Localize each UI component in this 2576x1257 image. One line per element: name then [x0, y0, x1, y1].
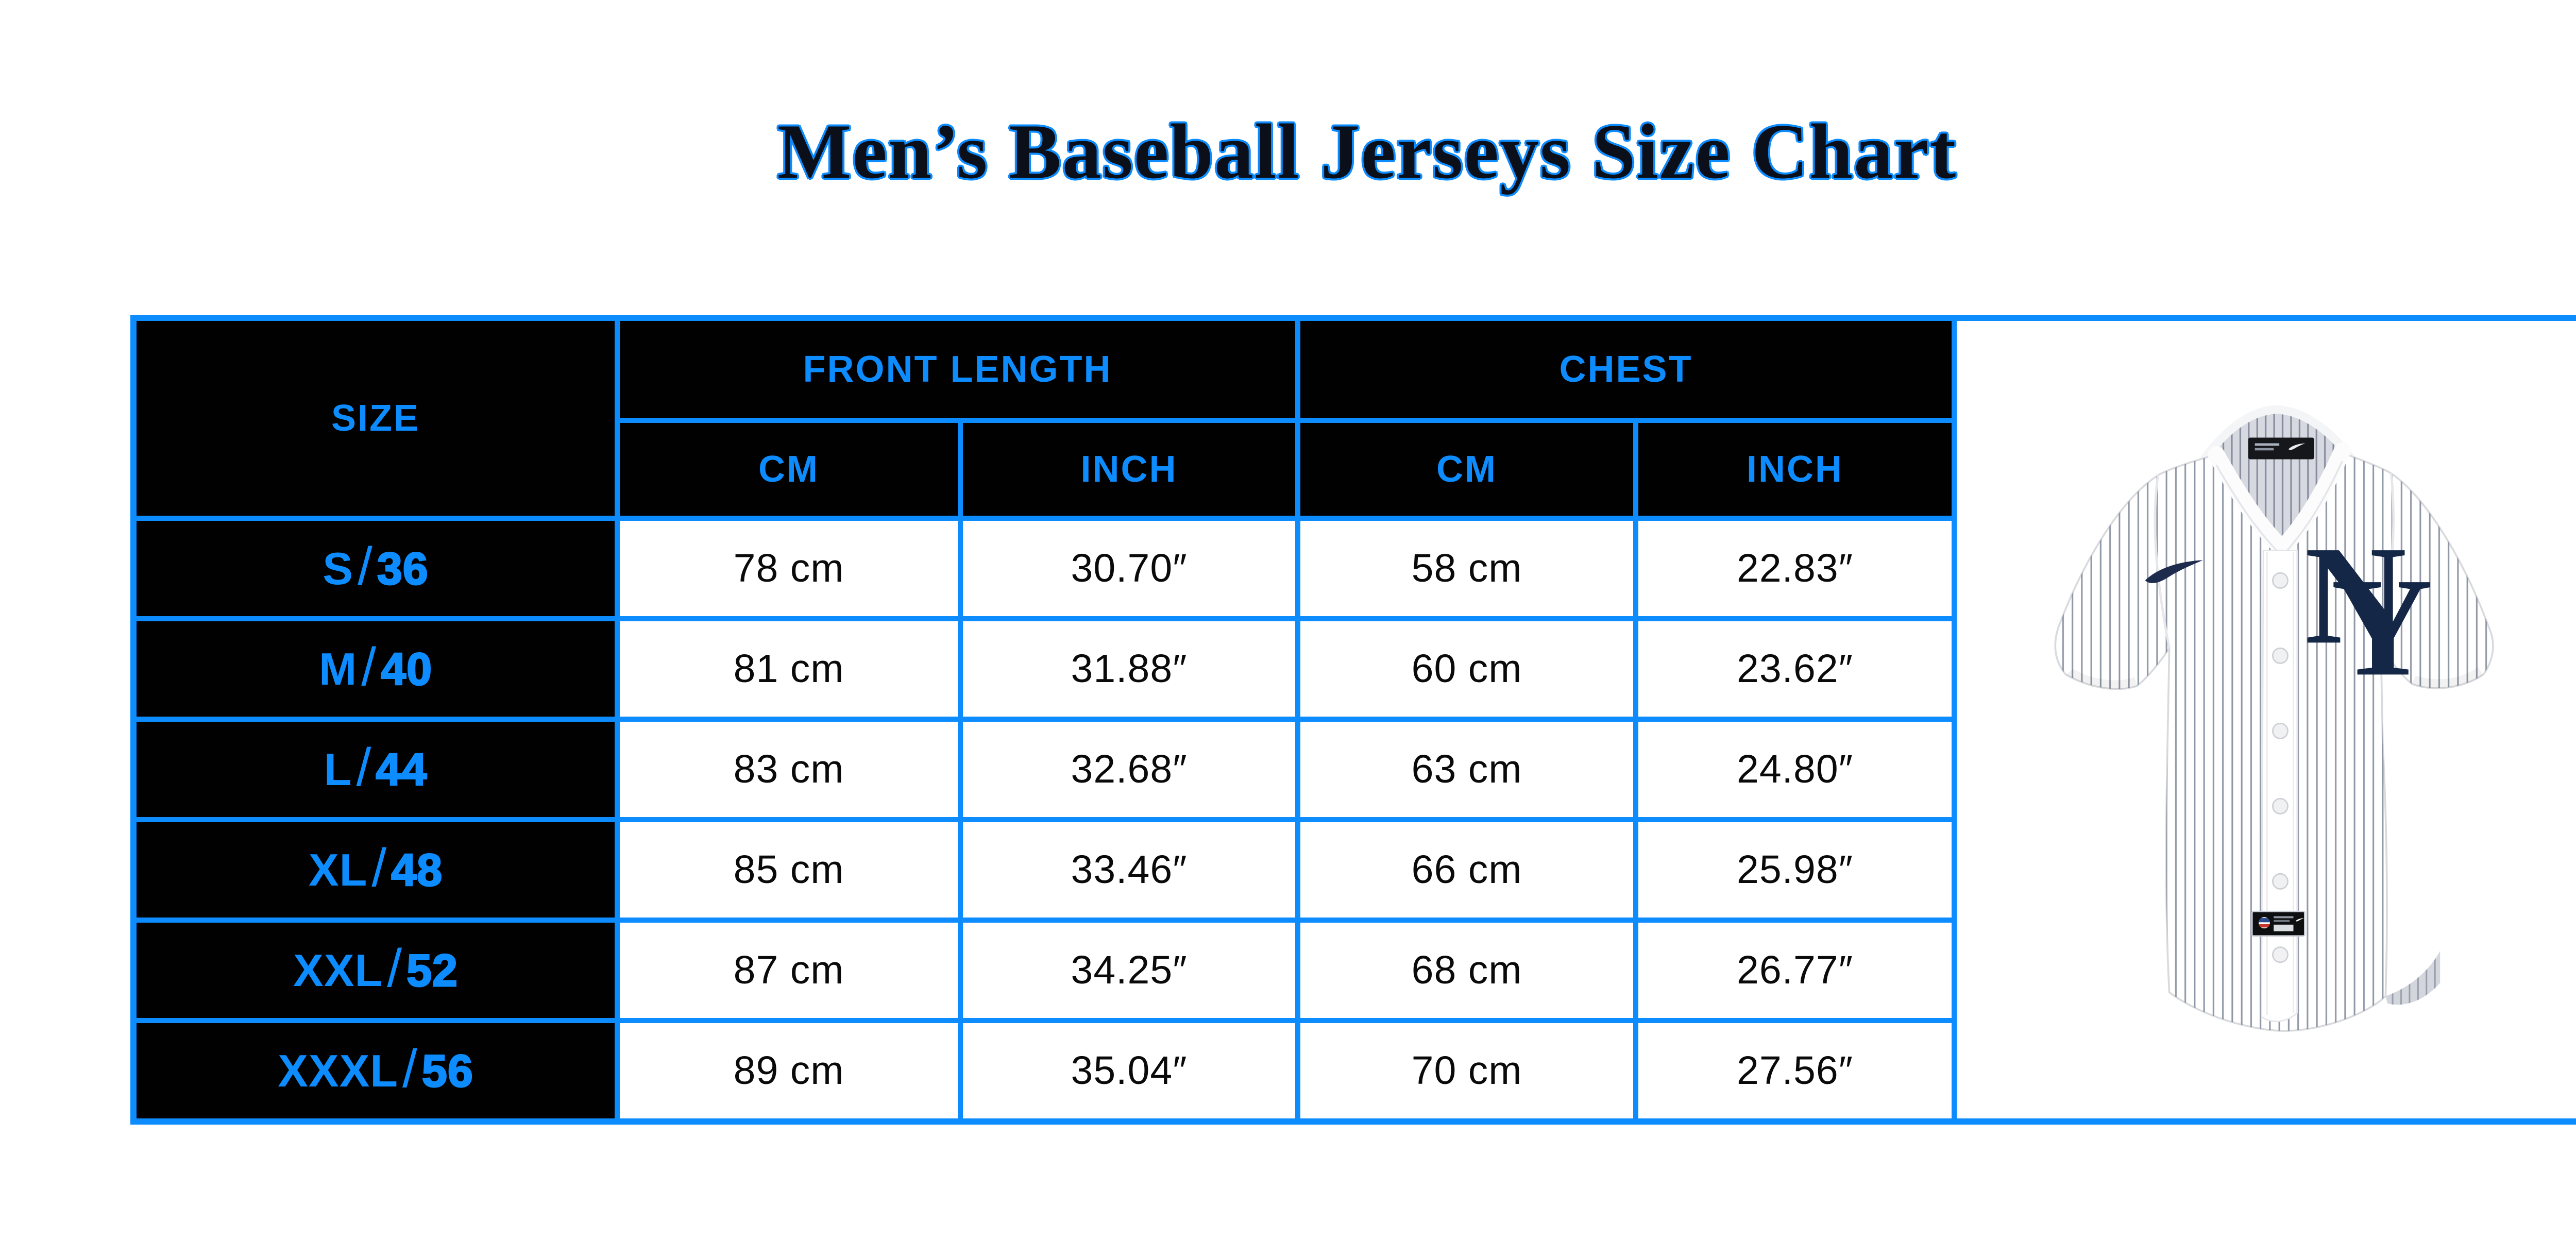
- column-header-chest-cm: CM: [1300, 423, 1633, 516]
- unit-header-label: INCH: [1747, 449, 1843, 490]
- table-cell: 78 cm: [620, 521, 958, 616]
- table-cell: 30.70″: [963, 521, 1295, 616]
- neck-label-text-line: [2255, 448, 2274, 451]
- page-title: Men’s Baseball Jerseys Size Chart: [777, 108, 1957, 195]
- button-icon: [2272, 647, 2289, 664]
- button-icon: [2272, 873, 2289, 890]
- size-cell-m40: M/40: [137, 621, 615, 717]
- jersey-buttons: [2272, 572, 2289, 963]
- table-cell: 26.77″: [1638, 923, 1952, 1018]
- column-header-chest-inch: INCH: [1638, 423, 1952, 516]
- table-cell: 68 cm: [1300, 923, 1633, 1018]
- table-cell: 27.56″: [1638, 1023, 1952, 1118]
- table-cell: 22.83″: [1638, 521, 1952, 616]
- table-cell: 81 cm: [620, 621, 958, 717]
- table-cell: 32.68″: [963, 722, 1295, 817]
- size-label: L/44: [324, 738, 428, 797]
- armhole-seam: [2379, 473, 2395, 645]
- yankees-pinstripe-jersey-image: N Y: [2054, 405, 2494, 1032]
- unit-header-label: CM: [758, 449, 819, 490]
- size-cell-s36: S/36: [137, 521, 615, 616]
- table-cell: 34.25″: [963, 923, 1295, 1018]
- size-label: XXL/52: [293, 939, 458, 998]
- size-cell-xxxl56: XXXL/56: [137, 1023, 615, 1118]
- unit-header-label: CM: [1436, 449, 1497, 490]
- neck-label-text-line: [2255, 443, 2279, 446]
- chest-header-label: CHEST: [1559, 349, 1693, 390]
- column-group-front-length: FRONT LENGTH: [620, 321, 1295, 418]
- column-header-front-inch: INCH: [963, 423, 1295, 516]
- ny-logo-y: Y: [2331, 549, 2433, 705]
- table-cell: 35.04″: [963, 1023, 1295, 1118]
- jock-tag: [2251, 910, 2306, 937]
- table-cell: 24.80″: [1638, 722, 1952, 817]
- neck-label: [2248, 437, 2314, 460]
- table-cell: 25.98″: [1638, 822, 1952, 918]
- jock-tag-text-line: [2273, 920, 2290, 922]
- button-icon: [2272, 722, 2289, 739]
- ny-logo-n: N: [2304, 517, 2406, 673]
- front-length-header-label: FRONT LENGTH: [803, 349, 1112, 390]
- size-header-label: SIZE: [331, 398, 420, 439]
- ny-logo: N Y: [2304, 517, 2433, 705]
- button-icon: [2272, 572, 2289, 589]
- size-cell-l44: L/44: [137, 722, 615, 817]
- table-cell: 87 cm: [620, 923, 958, 1018]
- button-icon: [2272, 946, 2289, 963]
- column-group-chest: CHEST: [1300, 321, 1952, 418]
- table-cell: 31.88″: [963, 621, 1295, 717]
- table-cell: 85 cm: [620, 822, 958, 918]
- size-label: S/36: [323, 537, 429, 597]
- table-cell: 60 cm: [1300, 621, 1633, 717]
- jersey-back-hem: [2385, 950, 2440, 1005]
- button-placket: [2260, 550, 2298, 1023]
- table-cell: 89 cm: [620, 1023, 958, 1118]
- size-chart-table: SIZE FRONT LENGTH CHEST CM INCH CM INCH: [137, 321, 2576, 1118]
- size-label: M/40: [318, 637, 433, 697]
- size-cell-xl48: XL/48: [137, 822, 615, 918]
- table-cell: 63 cm: [1300, 722, 1633, 817]
- table-cell: 70 cm: [1300, 1023, 1633, 1118]
- table-cell: 58 cm: [1300, 521, 1633, 616]
- size-label: XXXL/56: [278, 1039, 473, 1099]
- unit-header-label: INCH: [1080, 449, 1178, 490]
- jersey-photo-cell: N Y: [1957, 321, 2576, 1118]
- size-chart-panel: SIZE FRONT LENGTH CHEST CM INCH CM INCH: [130, 315, 2576, 1125]
- table-cell: 83 cm: [620, 722, 958, 817]
- size-label: XL/48: [308, 838, 443, 898]
- table-cell: 33.46″: [963, 822, 1295, 918]
- armhole-seam: [2154, 475, 2171, 649]
- size-cell-xxl52: XXL/52: [137, 923, 615, 1018]
- jock-tag-bar: [2273, 924, 2293, 931]
- table-cell: 66 cm: [1300, 822, 1633, 918]
- jock-tag-text-line: [2273, 916, 2293, 919]
- column-header-size: SIZE: [137, 321, 615, 516]
- button-icon: [2272, 797, 2289, 814]
- column-header-front-cm: CM: [620, 423, 958, 516]
- table-cell: 23.62″: [1638, 621, 1952, 717]
